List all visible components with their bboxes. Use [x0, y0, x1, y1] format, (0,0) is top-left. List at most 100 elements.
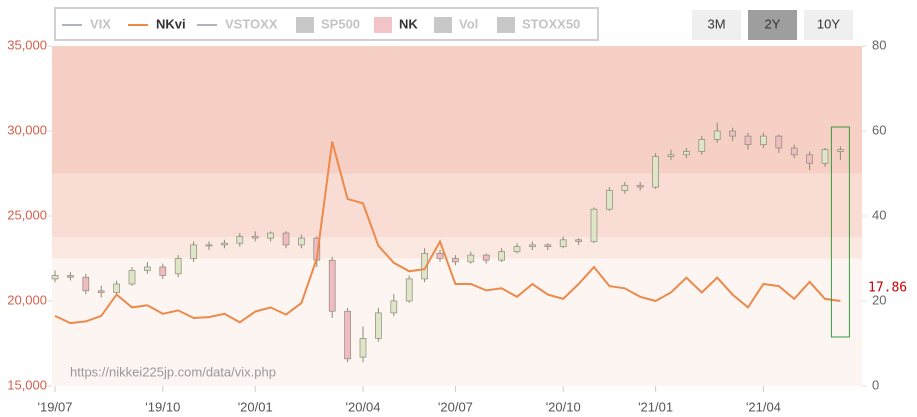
legend-label: Vol: [459, 16, 478, 31]
candle-body: [559, 239, 567, 247]
x-tick-label: '21/04: [746, 399, 781, 414]
candle-body: [436, 253, 444, 259]
candle-body: [159, 266, 167, 276]
candle-body: [636, 185, 644, 188]
legend-swatch: [434, 17, 452, 33]
legend-swatch: [374, 17, 392, 33]
candle-body: [144, 266, 151, 271]
x-tick-label: '20/04: [345, 399, 380, 414]
candle-body: [744, 135, 752, 145]
candle-body: [590, 208, 598, 242]
legend-item[interactable]: NKvi: [128, 16, 186, 31]
candle-body: [375, 312, 382, 339]
candle-body: [113, 283, 120, 293]
candle-body: [806, 154, 813, 164]
button-label[interactable]: 2Y: [765, 16, 781, 31]
x-tick-label: '21/01: [638, 399, 673, 414]
legend-item[interactable]: VSTOXX: [197, 16, 278, 31]
legend-swatch: [296, 17, 314, 33]
candle-body: [390, 300, 398, 314]
candle-body: [821, 149, 829, 164]
legend-label: STOXX50: [522, 16, 580, 31]
legend: VIX NKvi VSTOXX SP500 NK Vol STOXX50: [54, 7, 599, 41]
value-annotation: 17.86: [868, 281, 907, 296]
button-label[interactable]: 10Y: [817, 16, 840, 31]
legend-item[interactable]: SP500: [296, 16, 360, 33]
candle-body: [97, 290, 105, 293]
candle-body: [452, 258, 459, 263]
candle-body: [359, 338, 367, 358]
y2-tick-label: 0: [872, 377, 879, 392]
legend-item[interactable]: VIX: [62, 16, 111, 31]
legend-label: NK: [399, 16, 418, 31]
risk-band: [52, 258, 862, 386]
candle-body: [344, 310, 351, 360]
x-tick-label: '20/10: [546, 399, 581, 414]
candle-body: [174, 258, 182, 275]
range-button[interactable]: 10Y: [804, 10, 853, 40]
y-tick-label: 20,000: [7, 292, 47, 307]
button-bg[interactable]: [804, 10, 853, 40]
candle-body: [282, 232, 290, 246]
y-tick-label: 15,000: [7, 377, 47, 392]
source-url: https://nikkei225jp.com/data/vix.php: [70, 364, 276, 379]
candle-body: [128, 270, 136, 285]
candle-body: [683, 151, 690, 156]
risk-band: [52, 237, 862, 259]
highlight-box: [830, 126, 850, 338]
legend-item[interactable]: Vol: [434, 16, 478, 33]
legend-label: NKvi: [156, 16, 186, 31]
candle-body: [67, 275, 74, 278]
candle-body: [482, 254, 490, 261]
range-button[interactable]: 2Y: [748, 10, 797, 40]
candle-body: [837, 149, 844, 152]
candle-body: [221, 242, 228, 246]
legend-label: SP500: [321, 16, 360, 31]
range-button[interactable]: 3M: [692, 10, 741, 40]
candle-body: [667, 154, 675, 157]
y-tick-label: 25,000: [7, 207, 47, 222]
candle-body: [251, 236, 259, 239]
candle-body: [713, 130, 721, 140]
candle-body: [421, 253, 428, 280]
candle-body: [51, 275, 59, 280]
x-tick-label: '20/01: [238, 399, 273, 414]
legend-label: VIX: [90, 16, 111, 31]
candle-body: [82, 276, 90, 292]
risk-band: [52, 173, 862, 238]
candle-body: [729, 130, 736, 137]
x-tick-label: '19/10: [145, 399, 180, 414]
candle-body: [467, 254, 475, 263]
button-bg[interactable]: [748, 10, 797, 40]
x-tick-label: '20/07: [438, 399, 473, 414]
candle-body: [652, 156, 659, 188]
candle-body: [267, 232, 274, 239]
candle-body: [529, 244, 536, 247]
candle-body: [498, 251, 505, 261]
y2-tick-label: 20: [872, 292, 886, 307]
candle-body: [205, 244, 213, 247]
legend-label: VSTOXX: [225, 16, 278, 31]
y2-tick-label: 40: [872, 207, 886, 222]
candle-body: [513, 246, 521, 253]
x-tick-label: '19/07: [37, 399, 72, 414]
y2-tick-label: 60: [872, 122, 886, 137]
candle-body: [698, 139, 706, 152]
nkvi-line: [54, 141, 841, 325]
candle-body: [621, 185, 629, 191]
candle-body: [790, 147, 798, 156]
legend-swatch: [497, 17, 515, 33]
legend-item[interactable]: NK: [374, 16, 418, 33]
candle-body: [236, 236, 244, 244]
y-tick-label: 35,000: [7, 37, 47, 52]
candle-body: [544, 244, 552, 247]
candle-body: [298, 237, 305, 246]
candle-body: [760, 135, 767, 145]
candle-body: [190, 244, 197, 259]
button-bg[interactable]: [692, 10, 741, 40]
legend-item[interactable]: STOXX50: [497, 16, 580, 33]
risk-band: [52, 46, 862, 174]
y-tick-label: 30,000: [7, 122, 47, 137]
button-label[interactable]: 3M: [707, 16, 725, 31]
